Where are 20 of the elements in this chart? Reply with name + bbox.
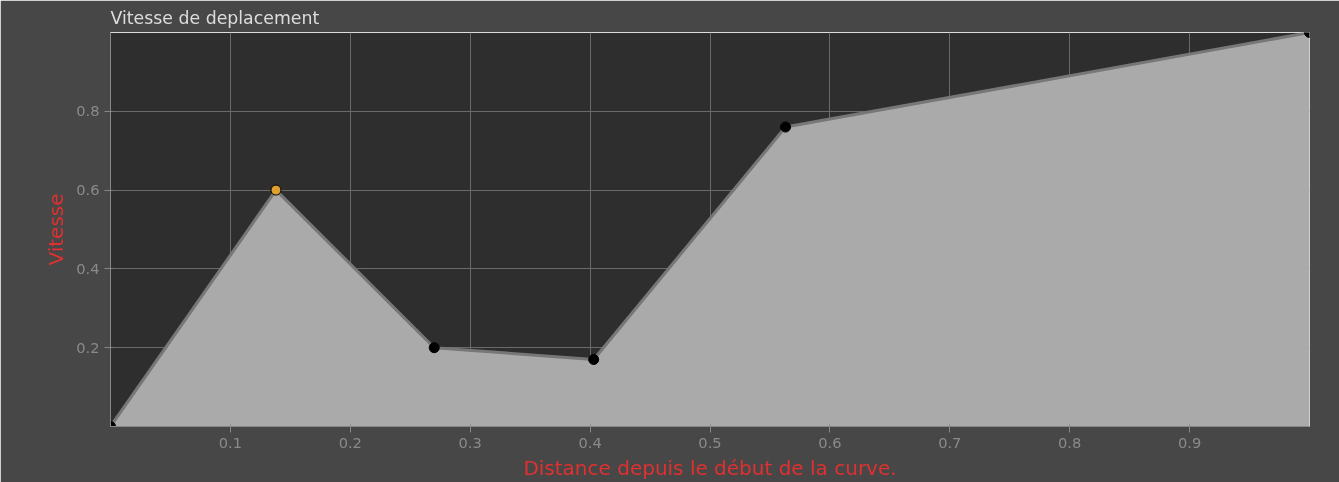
x-axis-title: Distance depuis le début de la curve.: [523, 455, 897, 480]
point: [780, 121, 792, 133]
point: [270, 184, 282, 196]
chart-title: Vitesse de deplacement: [110, 7, 320, 28]
y-tick-label: 0.8: [76, 102, 100, 120]
point: [428, 342, 440, 354]
x-tick-label: 0.2: [338, 433, 362, 451]
x-tick-label: 0.4: [578, 433, 602, 451]
y-tick-label: 0.2: [76, 338, 100, 356]
x-tick-label: 0.1: [218, 433, 243, 451]
x-tick-label: 0.9: [1177, 433, 1202, 451]
x-tick-label: 0.6: [818, 433, 842, 451]
y-tick-label: 0.4: [76, 259, 100, 277]
x-tick-label: 0.5: [698, 433, 722, 451]
y-axis-title: Vitesse: [44, 193, 69, 266]
x-tick-label: 0.3: [458, 433, 482, 451]
y-tick-label: 0.6: [76, 181, 100, 199]
x-tick-label: 0.7: [938, 433, 962, 451]
point: [588, 354, 600, 366]
x-tick-label: 0.8: [1058, 433, 1082, 451]
